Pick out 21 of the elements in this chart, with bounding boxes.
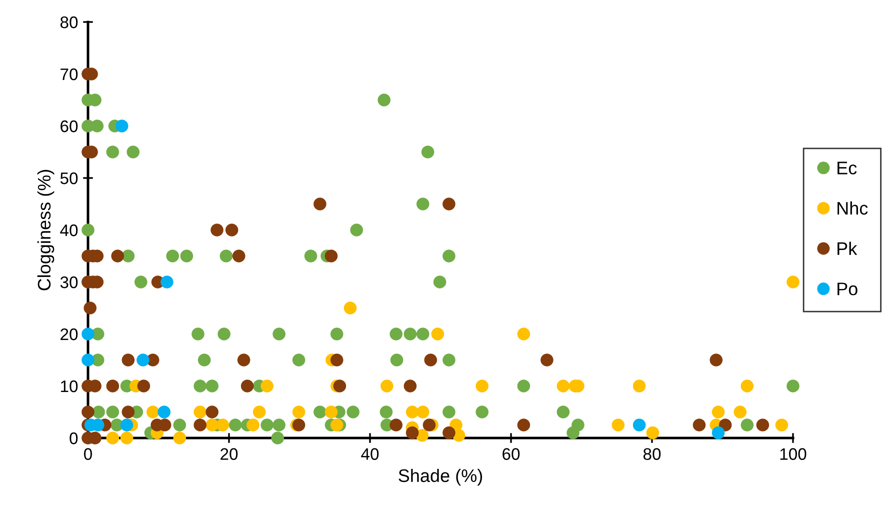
legend-label: Pk: [838, 242, 858, 255]
y-tick-label: 50: [60, 172, 78, 184]
x-tick-label: 0: [84, 448, 92, 460]
x-tick-label: 40: [361, 448, 379, 460]
y-tick-label: 80: [60, 16, 78, 28]
x-tick-label: 60: [502, 448, 520, 460]
x-axis-title: Shade (%): [398, 468, 482, 486]
y-axis-title: Clogginess (%): [37, 170, 54, 290]
x-tick-label: 20: [220, 448, 238, 460]
y-tick-label: 10: [61, 380, 78, 392]
legend-label: Ec: [838, 162, 857, 174]
y-tick-label: 40: [60, 224, 78, 236]
y-tick-label: 60: [60, 120, 78, 132]
x-tick-label: 100: [780, 448, 806, 460]
legend-label: Nhc: [838, 201, 868, 215]
y-tick-label: 70: [60, 68, 78, 80]
legend-label: Po: [838, 282, 858, 296]
y-tick-label: 0: [70, 432, 78, 444]
y-tick-label: 30: [60, 276, 78, 288]
x-tick-label: 80: [643, 448, 661, 460]
y-tick-label: 20: [60, 328, 78, 340]
